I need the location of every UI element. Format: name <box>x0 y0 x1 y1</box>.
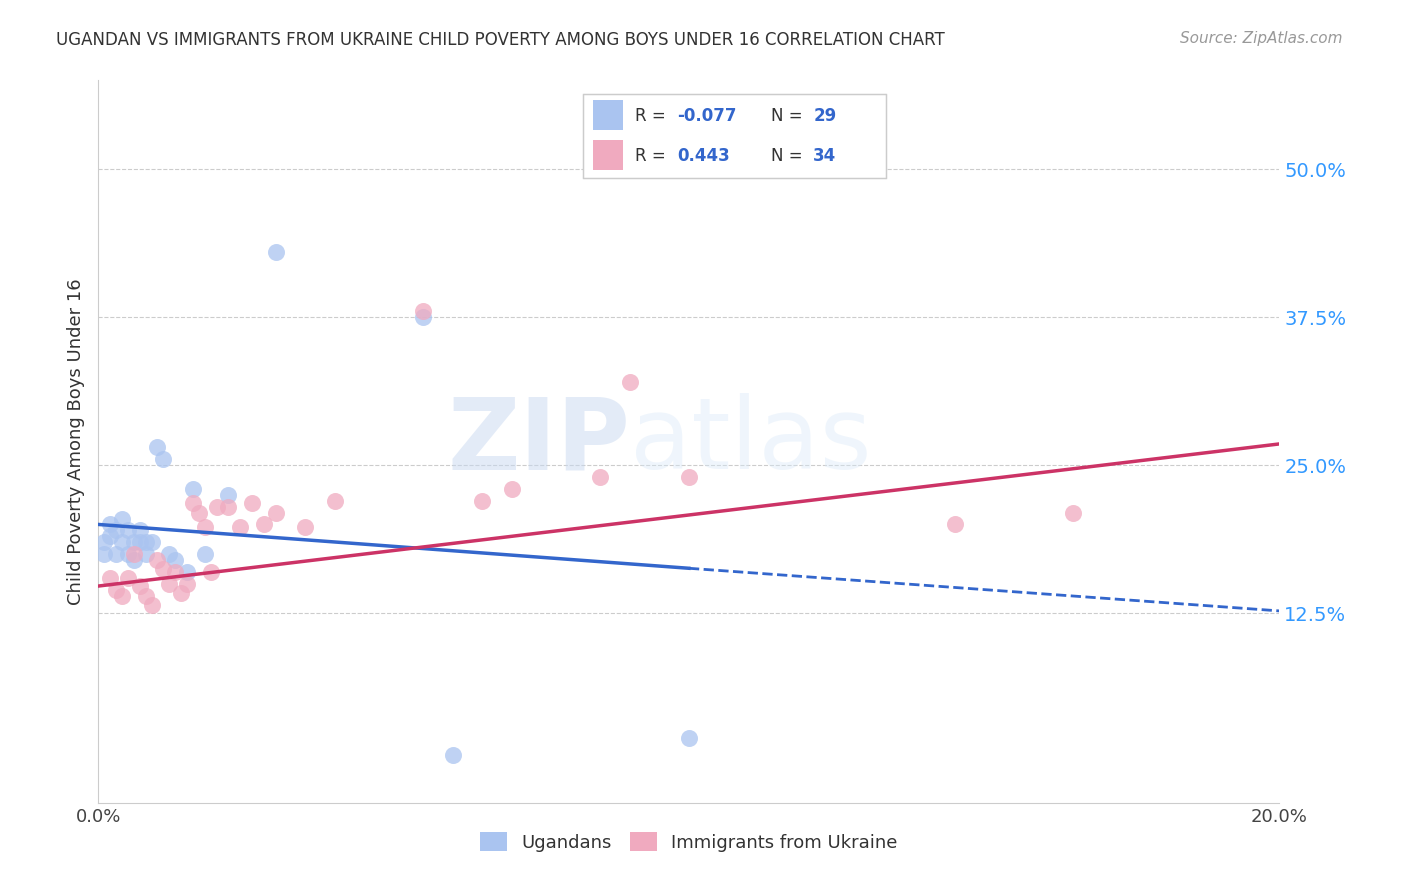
Bar <box>592 140 623 169</box>
Point <box>152 452 174 467</box>
Point <box>217 500 239 514</box>
Point <box>117 547 139 561</box>
Point <box>294 520 316 534</box>
Point <box>229 520 252 534</box>
Point <box>135 547 157 561</box>
Point <box>205 500 228 514</box>
Point <box>678 470 700 484</box>
Point <box>412 310 434 325</box>
Point <box>122 535 145 549</box>
Point <box>1062 506 1084 520</box>
Text: 34: 34 <box>813 146 837 164</box>
Point <box>105 547 128 561</box>
Text: N =: N = <box>770 107 808 125</box>
Text: R =: R = <box>636 107 671 125</box>
Point <box>589 470 612 484</box>
Point <box>98 571 121 585</box>
Point <box>128 579 150 593</box>
Point <box>117 571 139 585</box>
Text: UGANDAN VS IMMIGRANTS FROM UKRAINE CHILD POVERTY AMONG BOYS UNDER 16 CORRELATION: UGANDAN VS IMMIGRANTS FROM UKRAINE CHILD… <box>56 31 945 49</box>
Point <box>165 565 187 579</box>
Text: Source: ZipAtlas.com: Source: ZipAtlas.com <box>1180 31 1343 46</box>
Point <box>111 535 134 549</box>
Text: ZIP: ZIP <box>447 393 630 490</box>
Point <box>264 245 287 260</box>
Point <box>98 529 121 543</box>
Point <box>253 517 276 532</box>
Point <box>122 553 145 567</box>
Point <box>146 441 169 455</box>
Text: 29: 29 <box>813 107 837 125</box>
Text: 0.443: 0.443 <box>678 146 730 164</box>
Point <box>146 553 169 567</box>
Legend: Ugandans, Immigrants from Ukraine: Ugandans, Immigrants from Ukraine <box>472 825 905 859</box>
Point <box>619 376 641 390</box>
Point <box>194 520 217 534</box>
Point <box>111 589 134 603</box>
Point <box>176 565 198 579</box>
Point <box>187 506 209 520</box>
Point <box>165 553 187 567</box>
Point <box>240 496 263 510</box>
Text: R =: R = <box>636 146 676 164</box>
Point <box>200 565 222 579</box>
Point <box>217 488 239 502</box>
Point <box>412 304 434 318</box>
Point <box>141 535 163 549</box>
Y-axis label: Child Poverty Among Boys Under 16: Child Poverty Among Boys Under 16 <box>66 278 84 605</box>
Point <box>264 506 287 520</box>
Point <box>181 496 204 510</box>
Point <box>122 547 145 561</box>
Point <box>678 731 700 745</box>
Point <box>117 524 139 538</box>
Point <box>157 576 180 591</box>
Point <box>128 524 150 538</box>
Point <box>135 589 157 603</box>
Point <box>93 535 115 549</box>
Point <box>141 598 163 612</box>
Point <box>98 517 121 532</box>
Point <box>194 547 217 561</box>
Point <box>111 511 134 525</box>
Point <box>135 535 157 549</box>
Text: atlas: atlas <box>630 393 872 490</box>
Point <box>181 482 204 496</box>
Point <box>157 547 180 561</box>
Point <box>105 524 128 538</box>
Point <box>176 576 198 591</box>
Point <box>128 535 150 549</box>
Text: N =: N = <box>770 146 808 164</box>
Point <box>501 482 523 496</box>
Point <box>943 517 966 532</box>
Point <box>170 586 193 600</box>
Bar <box>592 101 623 130</box>
Point <box>471 493 494 508</box>
Point <box>105 582 128 597</box>
Point <box>323 493 346 508</box>
Point <box>441 748 464 763</box>
Text: -0.077: -0.077 <box>678 107 737 125</box>
Point <box>93 547 115 561</box>
Point <box>152 562 174 576</box>
